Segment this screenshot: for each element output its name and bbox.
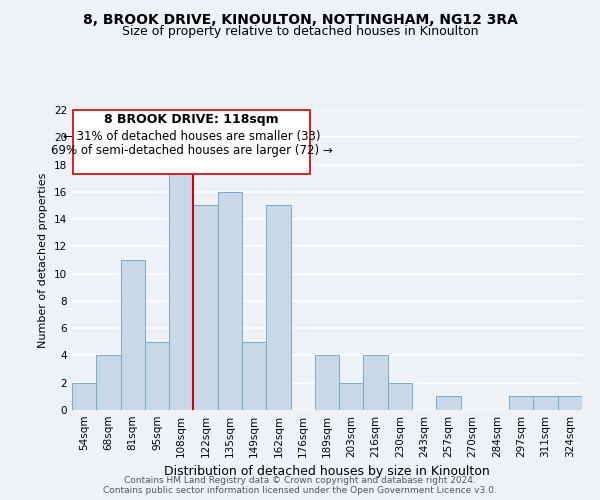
- Text: 8 BROOK DRIVE: 118sqm: 8 BROOK DRIVE: 118sqm: [104, 112, 279, 126]
- Bar: [364, 356, 388, 410]
- Bar: [121, 260, 145, 410]
- Bar: [242, 342, 266, 410]
- Bar: [96, 356, 121, 410]
- Bar: [218, 192, 242, 410]
- Text: 8, BROOK DRIVE, KINOULTON, NOTTINGHAM, NG12 3RA: 8, BROOK DRIVE, KINOULTON, NOTTINGHAM, N…: [83, 12, 517, 26]
- Y-axis label: Number of detached properties: Number of detached properties: [38, 172, 49, 348]
- Text: Contains HM Land Registry data © Crown copyright and database right 2024.: Contains HM Land Registry data © Crown c…: [124, 476, 476, 485]
- Bar: [315, 356, 339, 410]
- Bar: [388, 382, 412, 410]
- Bar: [509, 396, 533, 410]
- Bar: [266, 206, 290, 410]
- Bar: [72, 382, 96, 410]
- Bar: [533, 396, 558, 410]
- Bar: [145, 342, 169, 410]
- Text: Size of property relative to detached houses in Kinoulton: Size of property relative to detached ho…: [122, 25, 478, 38]
- Bar: [193, 206, 218, 410]
- Bar: [169, 164, 193, 410]
- Text: ← 31% of detached houses are smaller (33): ← 31% of detached houses are smaller (33…: [63, 130, 320, 143]
- X-axis label: Distribution of detached houses by size in Kinoulton: Distribution of detached houses by size …: [164, 466, 490, 478]
- Text: 69% of semi-detached houses are larger (72) →: 69% of semi-detached houses are larger (…: [51, 144, 332, 157]
- Text: Contains public sector information licensed under the Open Government Licence v3: Contains public sector information licen…: [103, 486, 497, 495]
- Bar: [436, 396, 461, 410]
- Bar: [339, 382, 364, 410]
- Bar: [558, 396, 582, 410]
